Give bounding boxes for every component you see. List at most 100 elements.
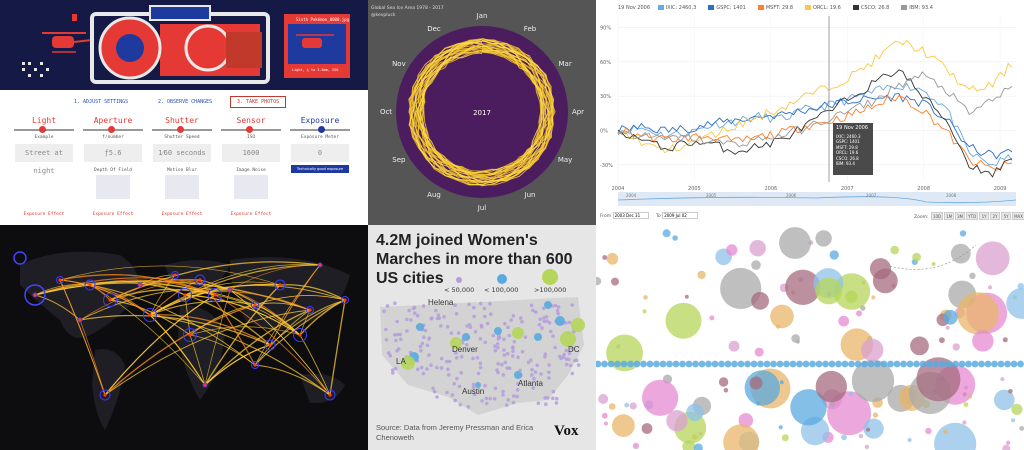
step-observe: 2. OBSERVE CHANGES xyxy=(158,99,213,105)
bubble-band xyxy=(659,360,667,368)
tooltip-row: CSCO: 26.8 xyxy=(836,155,859,161)
from-date-input[interactable] xyxy=(612,212,649,219)
bubble-band xyxy=(744,360,751,368)
bubble-band xyxy=(633,360,641,368)
hub-ring xyxy=(32,292,38,298)
legend-small: < 50,000 xyxy=(444,286,475,294)
hub-ring xyxy=(227,287,233,293)
legend-text: ORCL: 19.6 xyxy=(813,5,841,11)
bubble xyxy=(829,250,839,260)
slider-knob[interactable] xyxy=(108,126,116,133)
flight-arc xyxy=(79,279,201,321)
legend-item[interactable]: MSFT: 29.8 xyxy=(757,5,799,11)
march-dot-medium xyxy=(475,382,481,388)
series-line-ibm xyxy=(617,71,1013,148)
march-dot-large xyxy=(571,318,585,332)
month-label-aug: Aug xyxy=(427,191,441,199)
control-slider[interactable] xyxy=(83,126,143,133)
zoom-button[interactable]: 10D xyxy=(930,212,944,220)
march-dot xyxy=(407,308,411,313)
march-dot xyxy=(558,354,562,359)
bubble xyxy=(684,294,689,299)
exposure-button[interactable]: Technically good exposure xyxy=(291,165,349,173)
bubble-band xyxy=(952,360,959,368)
control-title: Light xyxy=(31,116,57,125)
march-dot xyxy=(405,317,409,322)
legend-item[interactable]: IBM: 93.4 xyxy=(901,5,939,11)
slider-knob[interactable] xyxy=(246,126,254,133)
march-dot xyxy=(393,333,397,337)
bubble-band xyxy=(958,360,966,368)
ice-ring-22 xyxy=(412,45,550,179)
month-label-oct: Oct xyxy=(380,108,392,116)
march-dot xyxy=(496,345,500,350)
march-dot xyxy=(473,330,478,334)
flight-arc xyxy=(59,274,216,296)
bubble xyxy=(838,315,850,327)
flight-arc xyxy=(204,344,271,386)
legend-item[interactable]: ORCL: 19.6 xyxy=(805,5,847,11)
march-dot xyxy=(479,325,484,329)
bubble xyxy=(624,402,630,408)
legend-item[interactable]: GSPC: 1401 xyxy=(708,5,752,11)
control-slider[interactable] xyxy=(152,126,212,133)
bubble-band xyxy=(822,360,829,368)
zoom-button[interactable]: 2Y xyxy=(990,212,1001,220)
control-slider[interactable] xyxy=(14,126,74,133)
ice-ring-25 xyxy=(414,41,550,182)
march-dot xyxy=(435,316,440,321)
legend-item[interactable]: CSCO: 26.8 xyxy=(852,5,895,11)
city-dc: DC xyxy=(568,345,580,354)
bubble xyxy=(718,377,729,387)
march-dot xyxy=(453,398,457,403)
stock-chart-panel: 19 Nov 2006 IXIC: 2460.3 GSPC: 1401 MSFT: … xyxy=(596,0,1024,225)
hub-dot xyxy=(88,283,92,287)
bubble xyxy=(1008,389,1013,394)
camera-simulator-panel: Sixth Pokémon_0000.jpg Light, ¼ to 3.5mm… xyxy=(0,0,368,225)
from-field-group: From xyxy=(600,212,649,219)
zoom-button[interactable]: 3M xyxy=(955,212,966,220)
slider-knob[interactable] xyxy=(318,126,325,133)
march-dot xyxy=(384,338,389,342)
bubble xyxy=(845,290,858,303)
march-dot xyxy=(519,316,523,320)
bubble-band xyxy=(828,360,836,368)
bubble xyxy=(968,394,973,399)
legend-text: GSPC: 1401 xyxy=(716,5,746,11)
march-dot xyxy=(435,395,439,399)
hub-dot xyxy=(253,303,257,307)
march-dot xyxy=(567,320,572,325)
hub-ring xyxy=(99,389,111,401)
bubble xyxy=(720,267,762,310)
flight-arc xyxy=(204,284,281,386)
march-dot xyxy=(530,373,534,377)
march-dot xyxy=(484,396,489,401)
march-dot xyxy=(545,319,549,323)
to-date-input[interactable] xyxy=(662,212,699,219)
legend-medium: < 100,000 xyxy=(484,286,519,294)
bubble xyxy=(943,429,948,434)
slider-knob[interactable] xyxy=(39,126,47,133)
slider-knob[interactable] xyxy=(177,126,185,133)
march-dot xyxy=(456,331,461,335)
zoom-button[interactable]: 1Y xyxy=(979,212,990,220)
legend-item[interactable]: IXIC: 2460.3 xyxy=(657,5,703,11)
zoom-button[interactable]: MAX xyxy=(1012,212,1024,220)
control-slider[interactable] xyxy=(290,126,350,133)
take-photos-button[interactable]: 3. TAKE PHOTOS xyxy=(230,96,287,108)
march-dot xyxy=(419,349,423,353)
bubble xyxy=(697,270,706,280)
zoom-button[interactable]: YTD xyxy=(966,212,979,220)
legend-date: 19 Nov 2006 xyxy=(618,5,651,11)
zoom-button[interactable]: 1M xyxy=(944,212,955,220)
x-tick-label: 2008 xyxy=(917,186,930,192)
march-dot xyxy=(427,353,431,357)
march-dot xyxy=(453,303,457,307)
hub-dot xyxy=(328,393,332,397)
y-tick-label: 30% xyxy=(600,94,611,100)
march-dot xyxy=(526,360,531,365)
zoom-button[interactable]: 5Y xyxy=(1001,212,1012,220)
control-2: Shutter Shutter Speed 1⁄60 seconds Motion B… xyxy=(150,116,214,225)
march-dot xyxy=(425,367,429,371)
control-slider[interactable] xyxy=(221,126,281,133)
